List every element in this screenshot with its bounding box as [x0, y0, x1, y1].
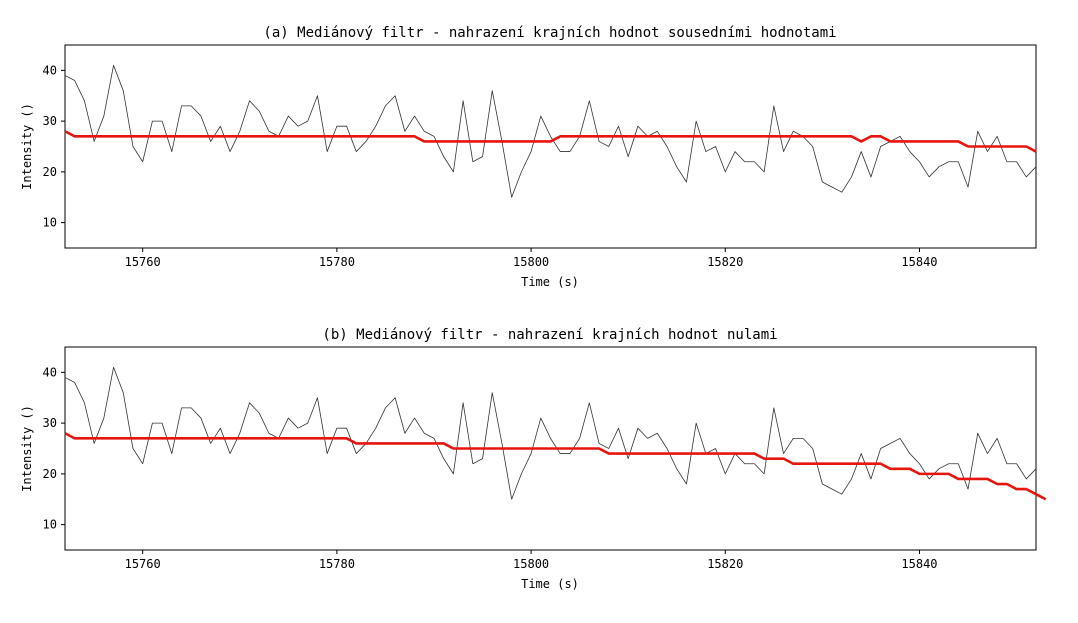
y-tick-label: 30	[43, 114, 57, 128]
median-filter-line	[64, 130, 1037, 153]
series-group	[64, 64, 1037, 198]
panel-a: (a) Mediánový filtr - nahrazení krajních…	[20, 25, 1037, 289]
panel-b: (b) Mediánový filtr - nahrazení krajních…	[20, 327, 1047, 591]
x-tick-label: 15840	[901, 255, 937, 269]
y-ticks: 10 20 30 40	[43, 365, 65, 532]
y-ticks: 10 20 30 40	[43, 63, 65, 230]
x-axis-label: Time (s)	[521, 275, 579, 289]
x-ticks: 15760 15780 15800 15820 15840	[125, 550, 938, 571]
x-tick-label: 15760	[125, 557, 161, 571]
y-tick-label: 40	[43, 365, 57, 379]
y-axis-label: Intensity ()	[20, 103, 34, 190]
x-axis-label: Time (s)	[521, 577, 579, 591]
y-tick-label: 30	[43, 416, 57, 430]
x-tick-label: 15780	[319, 557, 355, 571]
x-tick-label: 15780	[319, 255, 355, 269]
y-tick-label: 20	[43, 165, 57, 179]
raw-intensity-line	[64, 366, 1037, 500]
x-ticks: 15760 15780 15800 15820 15840	[125, 248, 938, 269]
x-tick-label: 15820	[707, 255, 743, 269]
chart-title: (a) Mediánový filtr - nahrazení krajních…	[263, 25, 836, 41]
y-tick-label: 40	[43, 63, 57, 77]
x-tick-label: 15840	[901, 557, 937, 571]
raw-intensity-line	[64, 64, 1037, 198]
x-tick-label: 15800	[513, 255, 549, 269]
x-tick-label: 15820	[707, 557, 743, 571]
y-tick-label: 10	[43, 216, 57, 230]
y-tick-label: 20	[43, 467, 57, 481]
chart-title: (b) Mediánový filtr - nahrazení krajních…	[322, 327, 777, 343]
y-tick-label: 10	[43, 518, 57, 532]
series-group	[64, 366, 1047, 501]
plot-frame	[64, 44, 1037, 249]
y-axis-label: Intensity ()	[20, 405, 34, 492]
x-tick-label: 15760	[125, 255, 161, 269]
median-filter-line	[64, 432, 1047, 501]
x-tick-label: 15800	[513, 557, 549, 571]
